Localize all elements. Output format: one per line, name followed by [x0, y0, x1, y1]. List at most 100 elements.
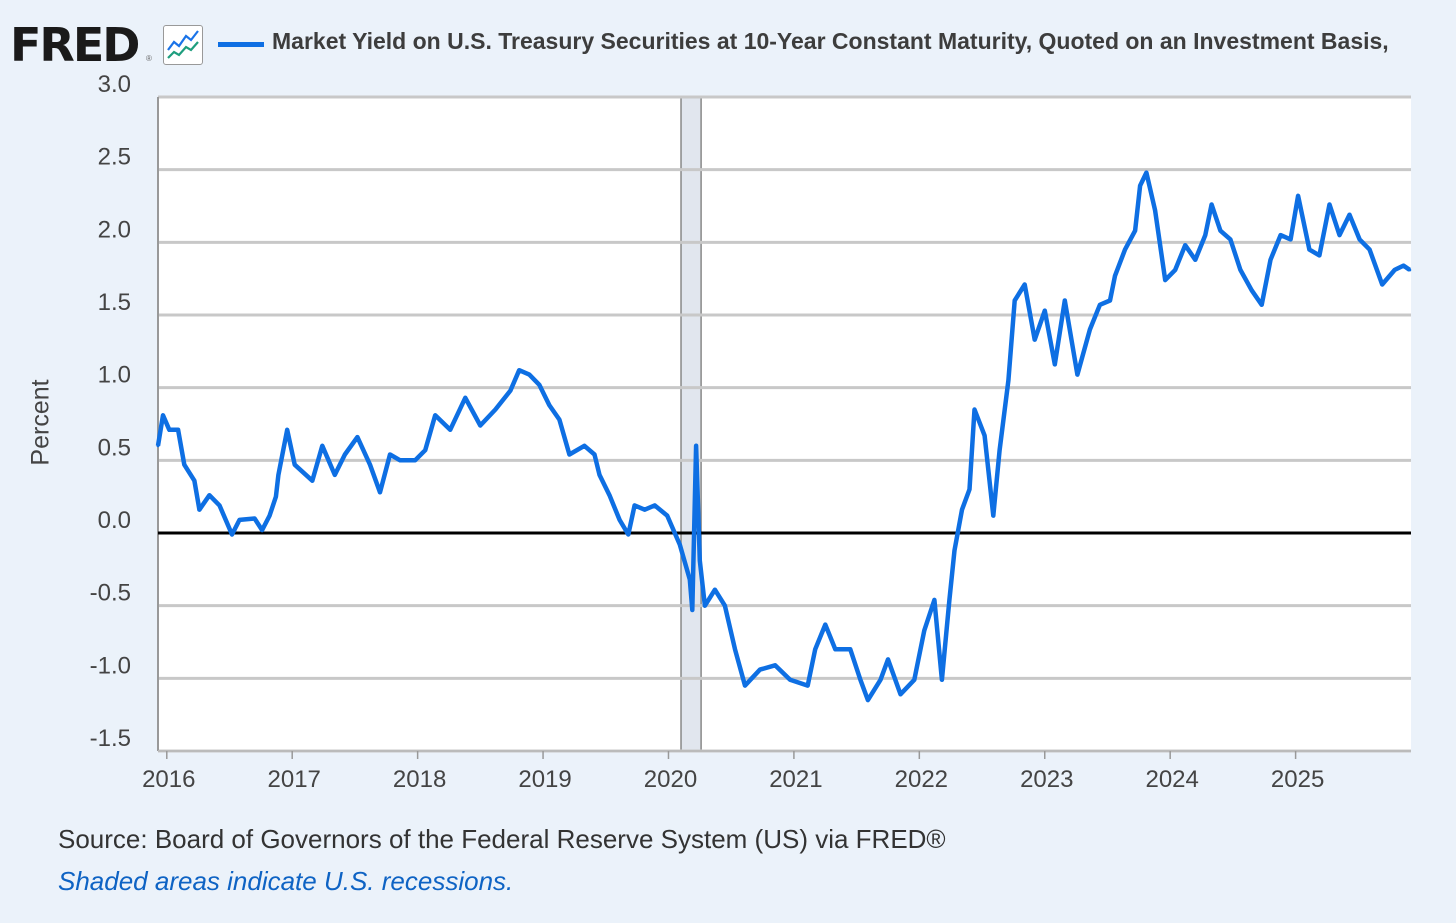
data-point: [723, 604, 727, 608]
data-point: [161, 413, 165, 417]
data-point: [1338, 233, 1342, 237]
data-point: [1408, 268, 1412, 272]
y-tick-label: 0.5: [98, 434, 131, 461]
data-point: [176, 428, 180, 432]
data-point: [643, 508, 647, 512]
data-point: [1053, 362, 1057, 366]
data-point: [813, 647, 817, 651]
data-point: [537, 383, 541, 387]
data-point: [694, 444, 698, 448]
data-point: [310, 479, 314, 483]
y-tick-label: -0.5: [90, 580, 131, 607]
data-point: [608, 493, 612, 497]
data-point: [743, 684, 747, 688]
data-point: [1153, 208, 1157, 212]
data-point: [413, 458, 417, 462]
data-point: [823, 623, 827, 627]
data-point: [1317, 253, 1321, 257]
data-point: [1203, 233, 1207, 237]
data-point: [626, 532, 630, 536]
recession-note[interactable]: Shaded areas indicate U.S. recessions.: [58, 866, 514, 896]
y-tick-label: -1.5: [90, 725, 131, 752]
data-point: [463, 396, 467, 400]
data-point: [952, 548, 956, 552]
data-point: [698, 559, 702, 563]
data-point: [547, 403, 551, 407]
data-point: [833, 647, 837, 651]
data-point: [1393, 268, 1397, 272]
data-point: [238, 518, 242, 522]
data-point: [320, 444, 324, 448]
data-point: [1138, 184, 1142, 188]
data-point: [1063, 298, 1067, 302]
data-point: [886, 657, 890, 661]
y-tick-label: 1.0: [98, 362, 131, 389]
data-point: [960, 508, 964, 512]
data-point: [1173, 268, 1177, 272]
data-point: [788, 678, 792, 682]
data-point: [678, 543, 682, 547]
data-point: [1023, 282, 1027, 286]
data-point: [1279, 233, 1283, 237]
data-point: [1260, 303, 1264, 307]
data-point: [703, 604, 707, 608]
registered-mark: ®: [146, 54, 152, 63]
data-point: [597, 473, 601, 477]
data-point: [983, 434, 987, 438]
recession-band: [681, 97, 702, 751]
data-point: [912, 678, 916, 682]
data-point: [557, 418, 561, 422]
data-point: [182, 463, 186, 467]
legend-swatch: [218, 42, 264, 47]
data-point: [1307, 248, 1311, 252]
series-title: Market Yield on U.S. Treasury Securities…: [272, 28, 1389, 54]
data-point: [858, 678, 862, 682]
data-point: [1088, 328, 1092, 332]
data-point: [1218, 229, 1222, 233]
data-point: [688, 578, 692, 582]
data-point: [1006, 378, 1010, 382]
chart-logo-icon: [163, 25, 203, 65]
x-tick-label: 2024: [1145, 766, 1198, 793]
data-point: [1133, 229, 1137, 233]
data-point: [932, 598, 936, 602]
data-point: [947, 598, 951, 602]
data-point: [1380, 282, 1384, 286]
y-tick-label: 0.0: [98, 507, 131, 534]
data-point: [848, 647, 852, 651]
data-point: [1269, 258, 1273, 262]
data-point: [1013, 298, 1017, 302]
data-point: [1183, 243, 1187, 247]
data-point: [333, 473, 337, 477]
data-point: [230, 532, 234, 536]
data-point: [274, 495, 278, 499]
x-tick-label: 2019: [518, 766, 571, 793]
data-point: [633, 503, 637, 507]
source-note: Source: Board of Governors of the Federa…: [58, 824, 946, 854]
x-tick-label: 2022: [895, 766, 948, 793]
data-point: [517, 368, 521, 372]
x-tick-label: 2016: [142, 766, 195, 793]
plot-area: [158, 97, 1411, 751]
data-point: [973, 407, 977, 411]
data-point: [156, 444, 160, 448]
data-point: [690, 608, 694, 612]
data-point: [508, 389, 512, 393]
data-point: [922, 628, 926, 632]
data-point: [618, 518, 622, 522]
data-point: [968, 487, 972, 491]
data-point: [567, 453, 571, 457]
data-point: [268, 514, 272, 518]
x-tick-label: 2023: [1020, 766, 1073, 793]
data-point: [1075, 373, 1079, 377]
x-tick-label: 2017: [268, 766, 321, 793]
data-point: [1210, 203, 1214, 207]
data-point: [998, 448, 1002, 452]
data-point: [1250, 288, 1254, 292]
data-point: [806, 684, 810, 688]
fred-logo[interactable]: FRED: [10, 18, 140, 72]
data-point: [1327, 203, 1331, 207]
data-point: [1123, 248, 1127, 252]
data-point: [1108, 298, 1112, 302]
